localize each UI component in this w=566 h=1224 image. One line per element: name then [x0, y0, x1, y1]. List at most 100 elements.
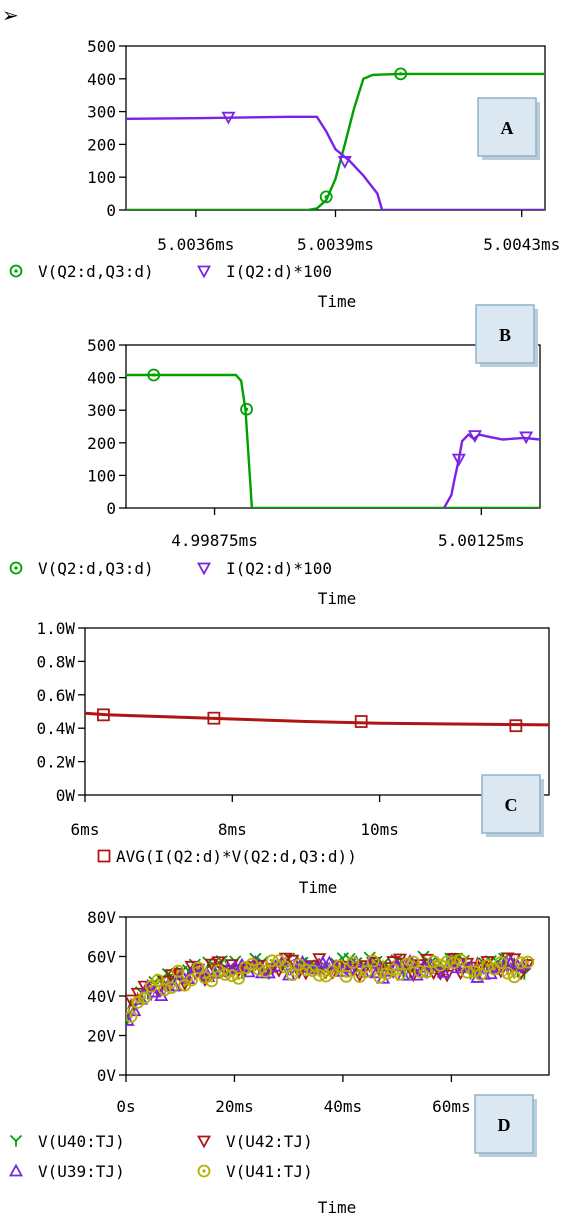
series-point-2 [315, 955, 330, 969]
series-point-3-ring [138, 991, 151, 1005]
series-point-3-ring [212, 964, 225, 978]
series-marker-0-dot [324, 195, 328, 199]
series-point-3 [198, 970, 212, 984]
x-tick-label: 20ms [215, 1097, 254, 1116]
series-point-3-ring [151, 973, 165, 987]
badge-box [477, 97, 537, 157]
x-tick-label: 60ms [432, 1097, 471, 1116]
badge-box [475, 304, 535, 364]
plot-frame [125, 344, 541, 509]
series-point-3 [171, 964, 185, 978]
x-tick-label: 5.00125ms [438, 531, 525, 550]
series-line-0 [85, 711, 549, 727]
series-point-3-ring [366, 954, 380, 968]
series-point-3-dot [337, 964, 342, 968]
y-tick-label: 300 [87, 401, 116, 420]
series-point-3-dot [391, 968, 395, 972]
series-point-3 [238, 961, 252, 975]
series-point-3-dot [156, 978, 160, 982]
series-marker-0-dot [399, 72, 403, 76]
series-point-2 [174, 966, 189, 980]
series-point-3-ring [480, 959, 494, 972]
series-point-3-dot [189, 978, 194, 982]
series-point-3 [366, 954, 380, 968]
legend-item: V(U42:TJ) [196, 1132, 313, 1151]
series-point-3-dot [297, 963, 301, 967]
series-marker-0 [97, 708, 110, 722]
plot-area [126, 950, 535, 1026]
series-point-3-ring [373, 970, 387, 984]
series-marker-0 [147, 368, 161, 382]
series-line-0 [126, 373, 540, 508]
y-tick-label: 500 [87, 336, 116, 355]
series-point-3-dot [169, 985, 173, 990]
badge-box [481, 774, 541, 834]
plot-frame [84, 627, 550, 796]
legend-item: V(U39:TJ) [8, 1162, 125, 1181]
series-marker-1 [337, 156, 352, 169]
legend-item: V(U41:TJ) [197, 1162, 313, 1181]
series-point-3-dot [492, 967, 496, 971]
series-point-3-dot [358, 974, 362, 979]
series-marker-1 [467, 430, 482, 443]
series-point-3-ring [393, 967, 407, 981]
series-point-3-ring [467, 965, 481, 978]
series-point-3 [232, 971, 245, 985]
series-point-3-ring [158, 983, 172, 997]
series-point-3 [427, 955, 440, 968]
series-point-3-dot [344, 974, 348, 979]
series-point-3-dot [142, 996, 147, 1000]
y-tick-label: 0.8W [36, 652, 75, 671]
y-tick-label: 200 [87, 135, 116, 154]
y-tick-label: 400 [87, 369, 116, 388]
series-point-2 [483, 966, 498, 980]
series-point-3-dot [378, 975, 382, 979]
series-point-3-dot [438, 963, 442, 967]
badge-a: A [477, 97, 540, 160]
series-line-1 [126, 115, 545, 210]
badge-c: C [481, 774, 544, 837]
badge-label: B [499, 325, 511, 345]
series-marker-0-ring [319, 190, 333, 204]
series-point-3-ring [205, 974, 219, 988]
series-point-3-dot [310, 968, 315, 973]
series-point-1 [204, 958, 219, 972]
legend-item: V(U40:TJ) [9, 1132, 125, 1151]
series-point-3 [480, 959, 494, 972]
series-point-3-dot [136, 1000, 140, 1004]
series-point-3 [521, 955, 535, 969]
series-point-3-dot [499, 960, 503, 965]
series-point-3 [126, 1010, 138, 1023]
series-point-3 [205, 974, 219, 988]
series-point-3-dot [277, 959, 281, 963]
y-tick-label: 0.6W [36, 686, 75, 705]
series-point-3-dot [411, 960, 416, 964]
legend-item: V(Q2:d,Q3:d) [9, 559, 154, 578]
series-point-3-dot [431, 959, 436, 964]
legend-marker [8, 1163, 24, 1177]
series-point-3-dot [351, 960, 355, 965]
series-point-1 [480, 956, 495, 969]
series-point-3-ring [198, 970, 212, 984]
y-tick-label: 0 [106, 201, 116, 220]
legend-label: V(Q2:d,Q3:d) [38, 559, 154, 578]
series-point-3 [285, 968, 299, 982]
plot-area [85, 711, 549, 727]
series-point-2 [167, 978, 182, 992]
series-point-3-dot [425, 970, 429, 974]
y-tick-label: 0.4W [36, 719, 75, 738]
series-point-2 [302, 959, 317, 973]
legend-marker [196, 265, 212, 279]
legend-marker-dot [14, 269, 18, 273]
series-marker-0 [207, 711, 221, 725]
y-tick-label: 400 [87, 70, 116, 89]
series-point-3-dot [196, 966, 200, 970]
series-marker-0 [394, 67, 408, 81]
legend-marker [197, 1164, 211, 1178]
series-point-3 [487, 962, 501, 976]
series-point-3-ring [285, 968, 299, 982]
series-point-3-dot [236, 976, 241, 980]
legend-marker [97, 849, 111, 863]
series-point-3-dot [324, 974, 328, 978]
